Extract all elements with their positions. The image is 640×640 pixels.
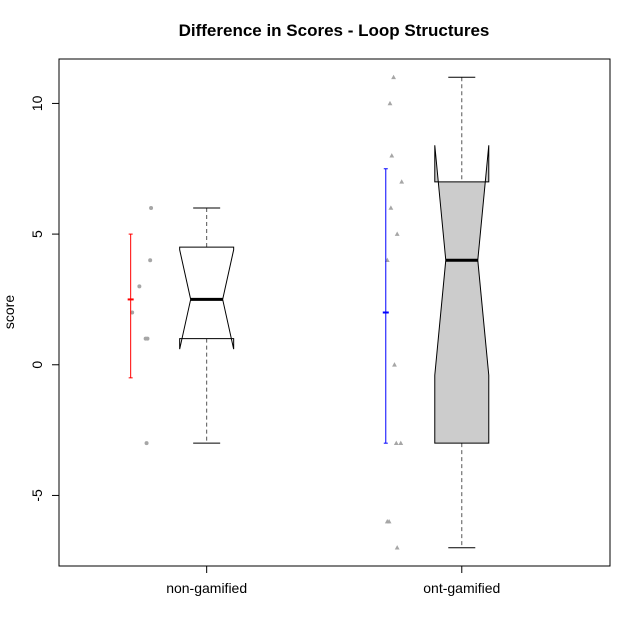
data-point: [387, 100, 393, 106]
plot-frame: [58, 58, 611, 567]
data-point: [399, 179, 405, 184]
x-tick-label: ont-gamified: [423, 580, 500, 596]
data-point: [394, 545, 400, 550]
boxplots: [179, 76, 490, 549]
y-tick-label: 5: [29, 230, 45, 238]
data-point: [393, 440, 399, 445]
y-tick-label: 0: [29, 361, 45, 369]
interval-bars: [127, 168, 389, 444]
data-point: [145, 336, 150, 341]
data-point: [398, 440, 404, 445]
jitter-points: [130, 74, 405, 550]
box-2: [434, 76, 490, 549]
data-point: [137, 284, 142, 289]
data-point: [148, 258, 153, 263]
data-point: [388, 205, 394, 210]
box-1: [179, 207, 235, 444]
y-axis: -5 0 5 10: [29, 95, 60, 502]
x-tick-label: non-gamified: [166, 580, 247, 596]
y-tick-label: 10: [29, 95, 45, 111]
y-axis-label: score: [1, 295, 17, 329]
x-axis: non-gamified ont-gamified: [166, 566, 500, 596]
chart-title: Difference in Scores - Loop Structures: [179, 21, 490, 40]
notched-box: [434, 145, 490, 444]
y-tick-label: -5: [29, 489, 45, 502]
data-point: [391, 74, 396, 80]
data-point: [394, 231, 400, 236]
data-point: [149, 205, 154, 210]
data-point: [392, 362, 397, 367]
data-point: [386, 518, 392, 524]
data-point: [144, 441, 149, 446]
data-point: [389, 153, 395, 158]
